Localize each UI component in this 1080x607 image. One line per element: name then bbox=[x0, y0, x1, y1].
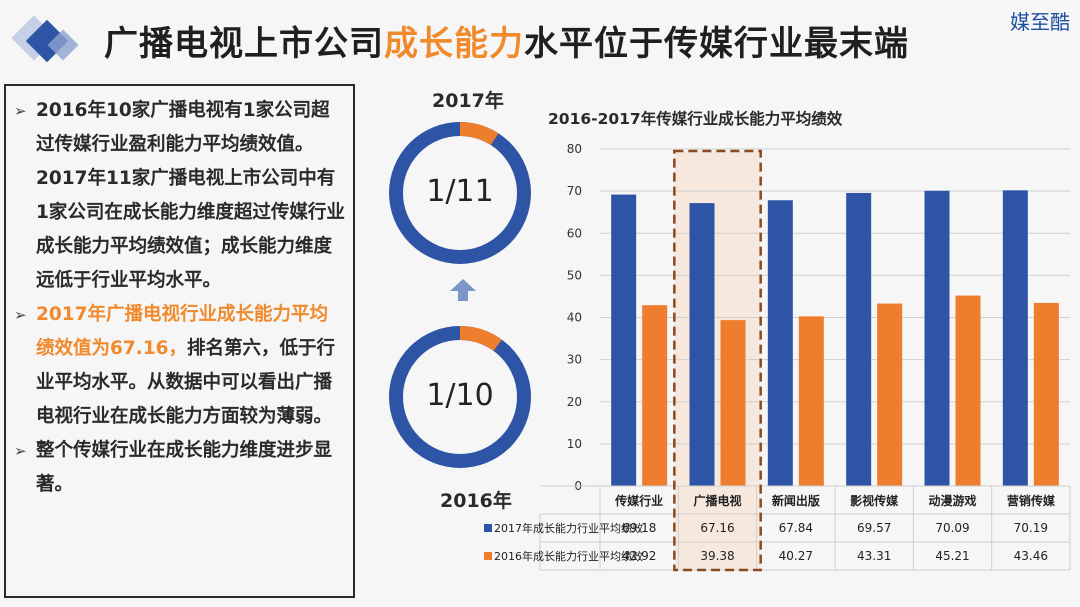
donut-2017-ring bbox=[389, 122, 531, 264]
bar bbox=[955, 295, 981, 486]
y-tick-label: 70 bbox=[567, 184, 582, 198]
title-part-2: 水平位于传媒行业最末端 bbox=[524, 24, 909, 64]
donut-2016-ring bbox=[389, 326, 531, 468]
bar bbox=[689, 203, 715, 486]
note-1-text: 2016年10家广播电视有1家公司超过传媒行业盈利能力平均绩效值。2017年11… bbox=[36, 100, 345, 291]
page-title: 广播电视上市公司成长能力水平位于传媒行业最末端 bbox=[104, 20, 909, 68]
data-label: 67.16 bbox=[700, 521, 734, 535]
y-tick-label: 10 bbox=[567, 437, 582, 451]
top-donut-year: 2017年 bbox=[432, 90, 504, 112]
data-label: 69.57 bbox=[857, 521, 891, 535]
category-label: 营销传媒 bbox=[1007, 493, 1056, 508]
notes-box: ➢ 2016年10家广播电视有1家公司超过传媒行业盈利能力平均绩效值。2017年1… bbox=[4, 84, 355, 598]
note-2-text: 排名第六，低于行业平均水平。从数据中可以看出广播电视行业在成长能力方面较为薄弱。 bbox=[36, 338, 336, 427]
bar bbox=[611, 194, 637, 486]
bar bbox=[798, 316, 824, 486]
bar bbox=[1002, 190, 1028, 486]
legend-swatch bbox=[484, 552, 492, 560]
legend-label: 2017年成长能力行业平均绩效 bbox=[494, 521, 643, 535]
bar bbox=[720, 320, 746, 486]
data-label: 43.31 bbox=[857, 549, 891, 563]
category-label: 传媒行业 bbox=[614, 493, 663, 508]
note-2-highlight: 2017年广播电视行业成长能力平均绩效值为67.16， bbox=[36, 304, 328, 359]
donut-2016: 1/10 bbox=[385, 322, 535, 472]
note-3: ➢ 整个传媒行业在成长能力维度进步显著。 bbox=[12, 434, 345, 502]
bottom-donut-year: 2016年 bbox=[440, 490, 512, 512]
bar bbox=[846, 192, 872, 486]
data-label: 43.46 bbox=[1014, 549, 1048, 563]
data-label: 70.09 bbox=[935, 521, 969, 535]
data-label: 69.18 bbox=[622, 521, 656, 535]
legend-label: 2016年成长能力行业平均绩效 bbox=[494, 549, 643, 563]
bar bbox=[767, 200, 793, 486]
bar bbox=[924, 190, 950, 486]
donut-2017-label: 1/11 bbox=[426, 174, 494, 209]
chart-title: 2016-2017年传媒行业成长能力平均绩效 bbox=[548, 110, 843, 128]
up-arrow-icon bbox=[450, 279, 476, 301]
bar bbox=[642, 305, 668, 486]
bar bbox=[1033, 302, 1059, 486]
title-highlight: 成长能力 bbox=[384, 24, 524, 64]
y-tick-label: 40 bbox=[567, 311, 582, 325]
category-label: 动漫游戏 bbox=[928, 493, 976, 508]
bullet-arrow-icon: ➢ bbox=[14, 442, 27, 460]
decorative-diamonds bbox=[11, 15, 79, 63]
legend-swatch bbox=[484, 524, 492, 532]
note-1: ➢ 2016年10家广播电视有1家公司超过传媒行业盈利能力平均绩效值。2017年1… bbox=[12, 94, 345, 298]
data-label: 40.27 bbox=[779, 549, 813, 563]
donut-2017: 1/11 bbox=[385, 118, 535, 268]
data-label: 42.92 bbox=[622, 549, 656, 563]
y-tick-label: 60 bbox=[567, 226, 582, 240]
y-tick-label: 20 bbox=[567, 395, 582, 409]
brand-logo: 媒至酷 bbox=[1010, 10, 1070, 34]
category-label: 新闻出版 bbox=[772, 493, 820, 508]
data-label: 67.84 bbox=[779, 521, 813, 535]
bullet-arrow-icon: ➢ bbox=[14, 306, 27, 324]
highlight-band bbox=[674, 151, 761, 570]
category-label: 影视传媒 bbox=[850, 493, 899, 508]
y-tick-label: 30 bbox=[567, 353, 582, 367]
y-tick-label: 80 bbox=[567, 142, 582, 156]
donut-2016-label: 1/10 bbox=[426, 378, 494, 413]
data-label: 39.38 bbox=[700, 549, 734, 563]
highlight-frame bbox=[673, 149, 762, 572]
note-3-text: 整个传媒行业在成长能力维度进步显著。 bbox=[36, 440, 333, 495]
data-label: 70.19 bbox=[1014, 521, 1048, 535]
data-label: 45.21 bbox=[935, 549, 969, 563]
bullet-arrow-icon: ➢ bbox=[14, 102, 27, 120]
note-2: ➢ 2017年广播电视行业成长能力平均绩效值为67.16，排名第六，低于行业平均水… bbox=[12, 298, 345, 434]
y-tick-label: 50 bbox=[567, 268, 582, 282]
title-part-1: 广播电视上市公司 bbox=[104, 24, 384, 64]
category-label: 广播电视 bbox=[693, 493, 741, 508]
bar bbox=[877, 303, 903, 486]
